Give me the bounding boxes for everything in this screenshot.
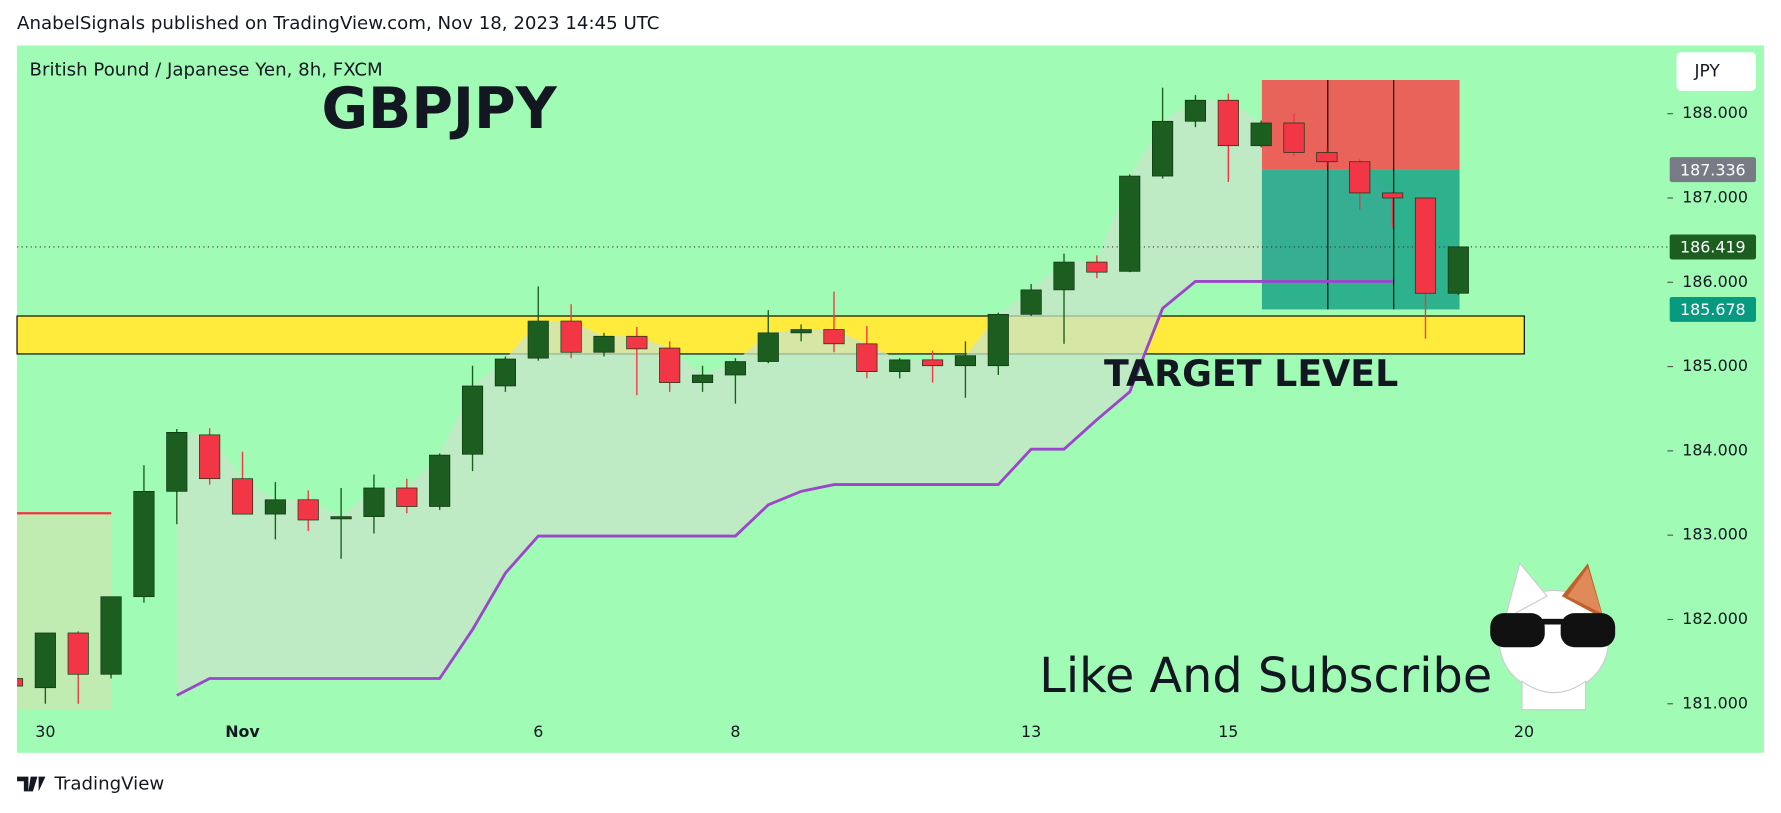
- plot-area: [17, 79, 1668, 710]
- candle-body: [429, 454, 451, 507]
- candle-body: [856, 343, 878, 372]
- price-label: 185.678: [1680, 300, 1746, 319]
- y-tick-label: 182.000: [1682, 609, 1748, 628]
- candle-body: [1250, 122, 1272, 147]
- annotation: Like And Subscribe: [1039, 649, 1492, 704]
- x-tick-label: Nov: [225, 722, 260, 741]
- candle-body: [1316, 152, 1338, 163]
- candle-body: [330, 516, 352, 520]
- candle-body: [724, 361, 746, 376]
- x-tick-label: 13: [1021, 722, 1041, 741]
- candle-body: [1382, 192, 1404, 199]
- candle-body: [1184, 99, 1207, 122]
- price-label: 186.419: [1680, 238, 1746, 257]
- price-badge: [1669, 296, 1757, 322]
- y-tick-label: 184.000: [1682, 440, 1748, 459]
- candle-body: [1283, 122, 1305, 153]
- x-tick-label: 8: [730, 722, 740, 741]
- x-tick-label: 30: [35, 722, 55, 741]
- currency-box[interactable]: [1676, 52, 1757, 91]
- candle-body: [461, 385, 484, 455]
- candle-body: [1217, 99, 1239, 147]
- candle-body: [626, 335, 648, 350]
- candle-body: [790, 329, 812, 334]
- header: AnabelSignals published on TradingView.c…: [17, 13, 659, 34]
- logo: [17, 776, 46, 792]
- price-badge: [1669, 234, 1757, 260]
- x-tick-label: 15: [1218, 722, 1238, 741]
- trend-line: [176, 280, 1393, 697]
- candle-body: [17, 678, 24, 687]
- candle-body: [823, 329, 845, 345]
- candle-body: [166, 431, 188, 492]
- candle-body: [1152, 120, 1174, 177]
- y-tick-label: 185.000: [1682, 356, 1748, 375]
- candle-body: [889, 359, 911, 372]
- candle-body: [593, 335, 615, 353]
- x-tick-label: 6: [533, 722, 543, 741]
- candle-body: [494, 358, 516, 387]
- y-tick-label: 188.000: [1682, 103, 1748, 122]
- candle-body: [691, 374, 714, 383]
- currency[interactable]: JPY: [1694, 62, 1721, 82]
- candle-body: [297, 499, 319, 521]
- candle-body: [231, 478, 254, 515]
- y-tick-label: 186.000: [1682, 272, 1748, 291]
- candle-body: [133, 491, 155, 598]
- candle-body: [1349, 161, 1371, 194]
- annotation: TARGET LEVEL: [1104, 352, 1398, 395]
- cat-sticker: [1490, 561, 1616, 711]
- candle-body: [100, 596, 122, 675]
- candle-body: [1447, 246, 1469, 294]
- candle-body: [954, 355, 976, 367]
- candle-body: [363, 487, 385, 517]
- x-tick-label: 20: [1514, 722, 1534, 741]
- y-tick-label: 181.000: [1682, 693, 1748, 712]
- title: GBPJPY: [321, 76, 557, 142]
- candle-body: [1053, 261, 1075, 291]
- candle-body: [67, 632, 89, 675]
- trend-area: [176, 100, 1393, 696]
- candle-body: [1086, 261, 1108, 273]
- price-label: 187.336: [1680, 160, 1746, 179]
- y-tick-label: 187.000: [1682, 187, 1748, 206]
- candle-body: [199, 434, 221, 480]
- candle-body: [1020, 289, 1042, 315]
- candle-body: [1119, 175, 1141, 272]
- candle-body: [527, 320, 549, 359]
- old-level-box: [17, 513, 112, 710]
- brand: TradingView: [54, 774, 165, 795]
- candle-body: [757, 332, 779, 362]
- candle-body: [987, 313, 1009, 367]
- candle-body: [560, 320, 582, 353]
- y-tick-label: 183.000: [1682, 525, 1748, 544]
- candle-body: [659, 347, 681, 383]
- subtitle: British Pound / Japanese Yen, 8h, FXCM: [30, 59, 383, 80]
- price-badge: [1669, 157, 1757, 183]
- candle-body: [34, 632, 56, 689]
- candle-body: [396, 487, 418, 507]
- candle-body: [264, 499, 286, 515]
- candle-body: [1414, 197, 1437, 294]
- candle-body: [922, 359, 944, 367]
